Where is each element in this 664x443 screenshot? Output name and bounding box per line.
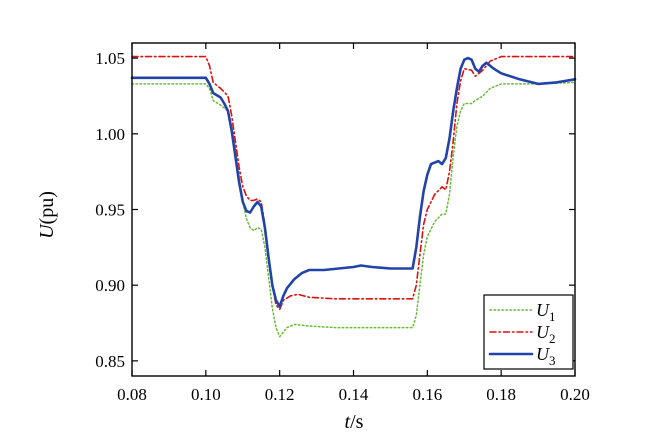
- y-tick-label: 1.05: [95, 49, 125, 68]
- legend-label-name: U: [536, 300, 550, 320]
- x-tick-label: 0.12: [265, 385, 295, 404]
- x-axis-label: t/s: [345, 411, 364, 433]
- x-tick-label: 0.16: [412, 385, 442, 404]
- x-tick-label: 0.18: [486, 385, 516, 404]
- x-tick-label: 0.10: [191, 385, 221, 404]
- legend-label-subscript: 2: [549, 331, 556, 346]
- x-tick-label: 0.14: [339, 385, 369, 404]
- series-line-u2: [131, 55, 576, 311]
- x-axis-label-rest: /s: [350, 411, 364, 433]
- series-line-u3: [130, 56, 577, 308]
- y-axis-label-rest: (pu): [36, 191, 58, 224]
- x-tick-label: 0.20: [560, 385, 590, 404]
- y-axis-label: U(pu): [36, 191, 58, 239]
- legend-label-subscript: 1: [549, 309, 556, 324]
- x-tick-label: 0.08: [117, 385, 147, 404]
- legend-box: [483, 294, 574, 370]
- y-tick-label: 0.90: [95, 276, 125, 295]
- y-tick-label: 1.00: [95, 125, 125, 144]
- y-tick-label: 0.85: [95, 352, 125, 371]
- y-axis-label-italic: U: [36, 223, 58, 239]
- legend-label-subscript: 3: [549, 353, 556, 368]
- legend-label-u3: U3: [536, 344, 556, 368]
- series-line-u1: [131, 81, 576, 338]
- x-axis-label-italic: t: [345, 411, 351, 433]
- legend-label-u2: U2: [536, 322, 556, 346]
- y-tick-label: 0.95: [95, 201, 125, 220]
- legend-label-name: U: [536, 322, 550, 342]
- legend-label-u1: U1: [536, 300, 556, 324]
- legend-label-name: U: [536, 344, 550, 364]
